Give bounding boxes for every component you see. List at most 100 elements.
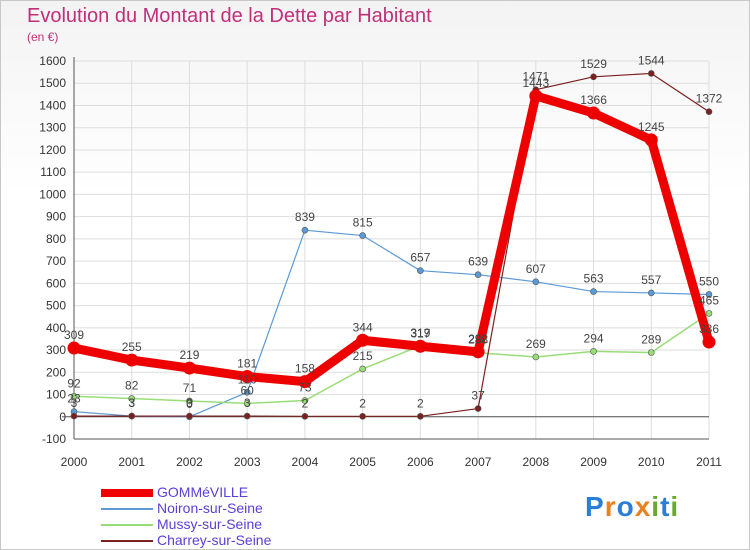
x-tick-label: 2004	[292, 455, 319, 469]
y-tick-label: 1600	[39, 54, 66, 68]
data-label: 1372	[696, 92, 723, 106]
data-point-charrey-sur-seine	[705, 108, 713, 115]
data-point-mussy-sur-seine	[647, 349, 655, 356]
data-label: 73	[298, 381, 312, 395]
data-point-gomm-ville	[125, 353, 139, 367]
data-label: 839	[295, 210, 315, 224]
series-line-mussy-sur-seine	[73, 312, 710, 405]
data-label: 815	[353, 216, 373, 230]
data-point-noiron-sur-seine	[301, 226, 309, 234]
data-label: 2	[417, 396, 424, 410]
data-label: 23	[67, 392, 81, 406]
data-label: 1471	[522, 70, 549, 84]
data-point-mussy-sur-seine	[301, 397, 309, 404]
data-point-gomm-ville	[356, 333, 370, 347]
x-tick-label: 2006	[407, 455, 434, 469]
x-tick-label: 2003	[234, 455, 261, 469]
data-label: 309	[64, 328, 84, 342]
data-label: 344	[353, 320, 373, 334]
data-point-gomm-ville	[67, 341, 81, 355]
data-label: 2	[302, 396, 309, 410]
legend-swatch	[101, 540, 153, 542]
series	[67, 70, 716, 421]
data-label: 0	[186, 397, 193, 411]
data-label: 550	[699, 274, 719, 288]
y-tick-label: 400	[46, 321, 66, 335]
y-tick-label: 800	[46, 232, 66, 246]
data-label: 269	[526, 337, 546, 351]
y-tick-label: 1300	[39, 121, 66, 135]
data-label: 82	[125, 379, 139, 393]
data-label: 3	[71, 396, 78, 410]
legend: GOMMéVILLE Noiron-sur-Seine Mussy-sur-Sein…	[101, 484, 341, 549]
y-tick-label: 1000	[39, 187, 66, 201]
data-label: 158	[295, 362, 315, 376]
data-label: 215	[353, 349, 373, 363]
data-label: 3	[244, 396, 251, 410]
data-label: 3	[186, 396, 193, 410]
legend-label: GOMMéVILLE	[157, 484, 249, 500]
data-label: 1544	[638, 53, 665, 67]
data-point-noiron-sur-seine	[532, 278, 540, 286]
data-point-mussy-sur-seine	[705, 310, 713, 317]
data-label: 289	[641, 333, 661, 347]
data-point-charrey-sur-seine	[301, 413, 309, 420]
data-point-noiron-sur-seine	[417, 267, 424, 274]
x-tick-label: 2000	[61, 455, 88, 469]
data-label: 294	[584, 331, 604, 345]
data-label: 288	[468, 333, 488, 347]
series-line-gomm-ville	[69, 91, 714, 387]
data-point-gomm-ville	[702, 335, 716, 349]
y-tick-label: 500	[46, 299, 66, 313]
data-point-charrey-sur-seine	[417, 413, 424, 420]
data-label: 465	[699, 293, 719, 307]
series-line-noiron-sur-seine	[73, 229, 710, 418]
data-label: 1366	[580, 93, 607, 107]
x-tick-label: 2002	[176, 455, 203, 469]
legend-item: Noiron-sur-Seine	[101, 500, 341, 517]
data-label: 2	[359, 396, 366, 410]
y-tick-label: 600	[46, 276, 66, 290]
data-label: 92	[67, 376, 81, 390]
data-label: 110	[238, 372, 257, 386]
data-label: 60	[241, 383, 255, 397]
data-point-mussy-sur-seine	[532, 353, 540, 361]
chart-title: Evolution du Montant de la Dette par Hab…	[27, 5, 432, 27]
data-point-charrey-sur-seine	[186, 412, 193, 420]
data-point-mussy-sur-seine	[70, 393, 78, 400]
data-point-noiron-sur-seine	[243, 389, 251, 396]
legend-item: Mussy-sur-Seine	[101, 516, 341, 533]
x-tick-label: 2009	[580, 455, 607, 469]
data-point-noiron-sur-seine	[590, 288, 597, 295]
data-label: 71	[183, 381, 197, 395]
data-point-gomm-ville	[182, 361, 196, 375]
data-label: 1529	[580, 57, 607, 71]
y-tick-label: 1200	[39, 143, 66, 157]
data-point-gomm-ville	[529, 89, 543, 103]
x-tick-label: 2005	[349, 455, 376, 469]
data-label: 557	[641, 273, 661, 287]
x-tick-label: 2011	[696, 455, 722, 469]
data-label: 607	[526, 262, 546, 276]
data-point-noiron-sur-seine	[647, 289, 655, 297]
data-point-charrey-sur-seine	[474, 405, 482, 412]
data-label: 292	[468, 332, 488, 346]
data-point-gomm-ville	[240, 370, 254, 384]
data-label: 3	[128, 396, 135, 410]
legend-item: Charrey-sur-Seine	[101, 532, 341, 549]
x-tick-label: 2007	[465, 455, 492, 469]
y-tick-label: 200	[46, 365, 66, 379]
y-tick-label: 900	[46, 210, 66, 224]
y-tick-label: -100	[42, 432, 66, 446]
data-label: 336	[699, 322, 719, 336]
data-point-mussy-sur-seine	[186, 397, 193, 405]
data-label: 639	[468, 255, 488, 269]
y-tick-label: 300	[46, 343, 66, 357]
data-point-mussy-sur-seine	[128, 395, 136, 402]
data-label: 37	[471, 389, 485, 403]
y-tick-label: 100	[46, 388, 66, 402]
data-point-mussy-sur-seine	[243, 400, 251, 407]
y-tick-label: 1400	[39, 98, 66, 112]
